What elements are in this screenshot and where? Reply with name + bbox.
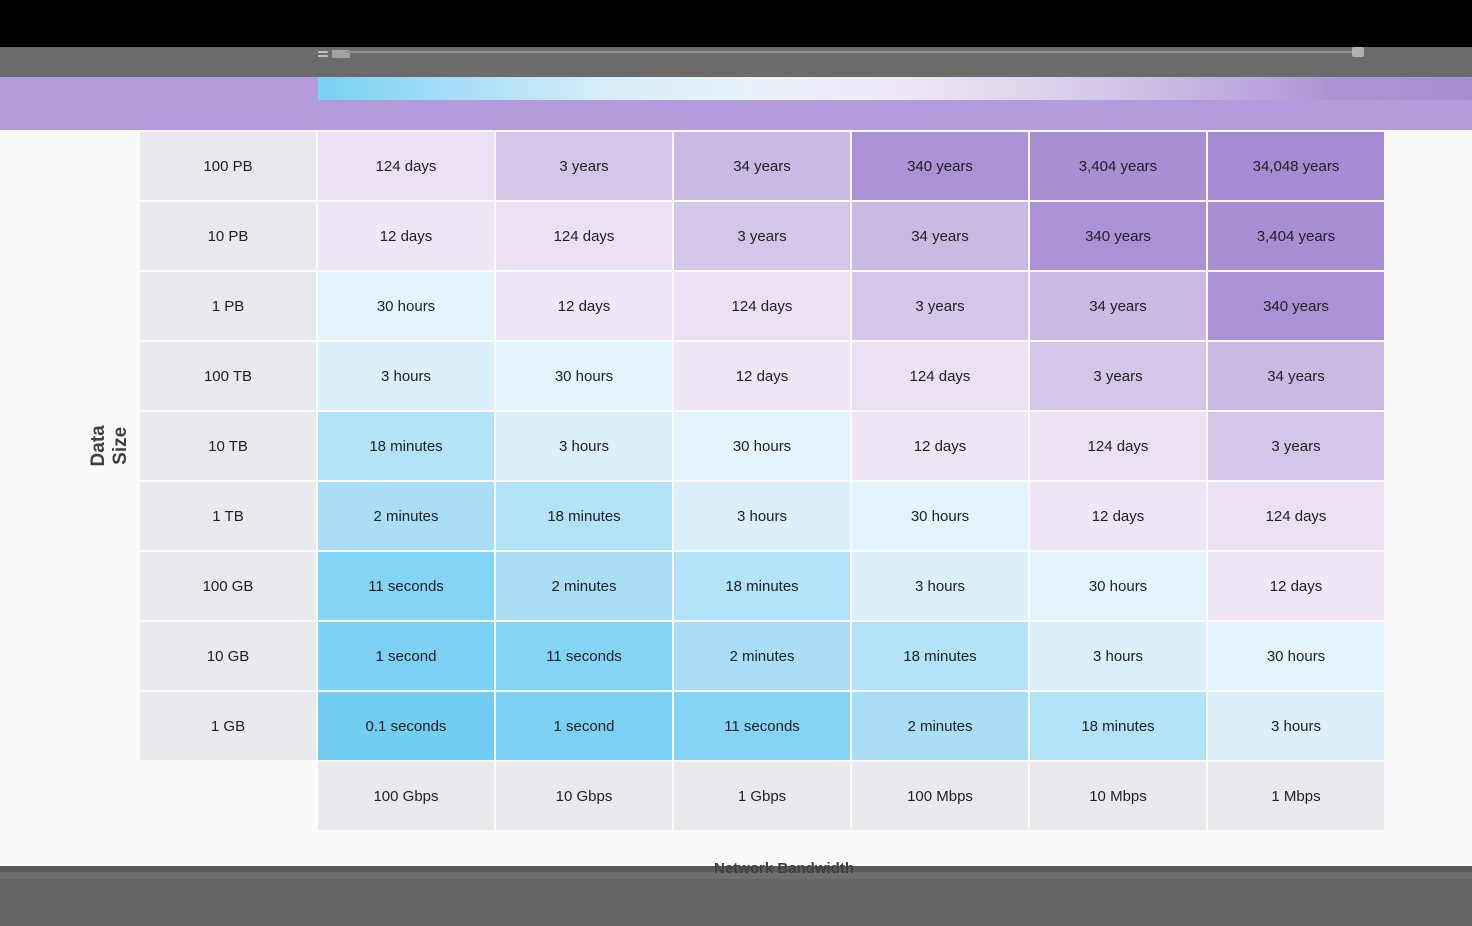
slider-thumb[interactable] — [1352, 47, 1364, 57]
chart-area: Data Size 100 PB 124 days 3 years 34 years 3… — [0, 130, 1472, 866]
heatmap-cell: 12 days — [1030, 482, 1206, 550]
heatmap-cell: 2 minutes — [496, 552, 672, 620]
heatmap-cell: 18 minutes — [1030, 692, 1206, 760]
heatmap-cell: 18 minutes — [852, 622, 1028, 690]
column-label: 10 Gbps — [496, 762, 672, 830]
heatmap-cell: 3 years — [852, 272, 1028, 340]
heatmap-cell: 3 years — [674, 202, 850, 270]
heatmap-cell: 340 years — [852, 132, 1028, 200]
column-label: 10 Mbps — [1030, 762, 1206, 830]
heatmap-cell: 34,048 years — [1208, 132, 1384, 200]
bottom-bar-inner-line — [0, 872, 1472, 879]
heatmap-cell: 3 years — [496, 132, 672, 200]
heatmap-cell: 1 second — [318, 622, 494, 690]
heatmap-cell: 12 days — [852, 412, 1028, 480]
row-label: 100 PB — [140, 132, 316, 200]
heatmap-cell: 30 hours — [1030, 552, 1206, 620]
heatmap-cell: 2 minutes — [318, 482, 494, 550]
y-axis-label: Data Size — [78, 400, 142, 492]
y-axis-label-text: Data Size — [88, 425, 131, 467]
heatmap-table: 100 PB 124 days 3 years 34 years 340 years 3,… — [140, 132, 1384, 830]
heatmap-cell: 34 years — [1030, 272, 1206, 340]
heatmap-cell: 3 hours — [1208, 692, 1384, 760]
column-label: 1 Gbps — [674, 762, 850, 830]
row-label: 1 TB — [140, 482, 316, 550]
heatmap-cell: 3 years — [1208, 412, 1384, 480]
color-scale-legend — [318, 77, 1472, 100]
heatmap-cell: 3,404 years — [1208, 202, 1384, 270]
heatmap-cell: 12 days — [496, 272, 672, 340]
heatmap-cell: 2 minutes — [674, 622, 850, 690]
legend-band — [0, 77, 1472, 130]
heatmap-cell: 3 hours — [852, 552, 1028, 620]
row-label: 10 GB — [140, 622, 316, 690]
heatmap-cell: 12 days — [674, 342, 850, 410]
heatmap-cell: 340 years — [1030, 202, 1206, 270]
heatmap-cell: 18 minutes — [674, 552, 850, 620]
heatmap-cell: 30 hours — [318, 272, 494, 340]
heatmap-cell: 11 seconds — [318, 552, 494, 620]
window-top-bar — [0, 0, 1472, 47]
heatmap-cell: 3 years — [1030, 342, 1206, 410]
column-label: 1 Mbps — [1208, 762, 1384, 830]
row-label: 1 PB — [140, 272, 316, 340]
heatmap-cell: 18 minutes — [318, 412, 494, 480]
heatmap-cell: 340 years — [1208, 272, 1384, 340]
heatmap-cell: 0.1 seconds — [318, 692, 494, 760]
heatmap-cell: 3 hours — [496, 412, 672, 480]
heatmap-cell: 3 hours — [674, 482, 850, 550]
column-label: 100 Gbps — [318, 762, 494, 830]
row-label: 100 GB — [140, 552, 316, 620]
bottom-bar-accent-line — [0, 866, 1472, 872]
heatmap-cell: 1 second — [496, 692, 672, 760]
heatmap-cell: 3 hours — [318, 342, 494, 410]
heatmap-cell: 34 years — [852, 202, 1028, 270]
row-label: 100 TB — [140, 342, 316, 410]
heatmap-cell: 3 hours — [1030, 622, 1206, 690]
row-label: 1 GB — [140, 692, 316, 760]
heatmap-cell: 124 days — [496, 202, 672, 270]
row-label: 10 PB — [140, 202, 316, 270]
heatmap-cell: 12 days — [318, 202, 494, 270]
viewer-toolbar — [0, 47, 1472, 77]
heatmap-cell: 3,404 years — [1030, 132, 1206, 200]
heatmap-cell: 34 years — [674, 132, 850, 200]
row-label: 10 TB — [140, 412, 316, 480]
heatmap-cell: 124 days — [1208, 482, 1384, 550]
heatmap-cell: 124 days — [1030, 412, 1206, 480]
x-axis-label: Network Bandwidth — [713, 860, 854, 877]
heatmap-cell: 18 minutes — [496, 482, 672, 550]
heatmap-cell: 124 days — [318, 132, 494, 200]
heatmap-cell: 2 minutes — [852, 692, 1028, 760]
heatmap-cell: 11 seconds — [496, 622, 672, 690]
heatmap-cell: 11 seconds — [674, 692, 850, 760]
heatmap-cell: 12 days — [1208, 552, 1384, 620]
heatmap-cell: 30 hours — [674, 412, 850, 480]
slider-track[interactable] — [345, 51, 1357, 53]
corner-cell — [140, 762, 316, 830]
menu-icon[interactable] — [318, 48, 358, 66]
heatmap-cell: 30 hours — [496, 342, 672, 410]
heatmap-cell: 124 days — [852, 342, 1028, 410]
heatmap-cell: 30 hours — [852, 482, 1028, 550]
heatmap-cell: 124 days — [674, 272, 850, 340]
bottom-bar — [0, 866, 1472, 926]
heatmap-cell: 30 hours — [1208, 622, 1384, 690]
heatmap-cell: 34 years — [1208, 342, 1384, 410]
column-label: 100 Mbps — [852, 762, 1028, 830]
